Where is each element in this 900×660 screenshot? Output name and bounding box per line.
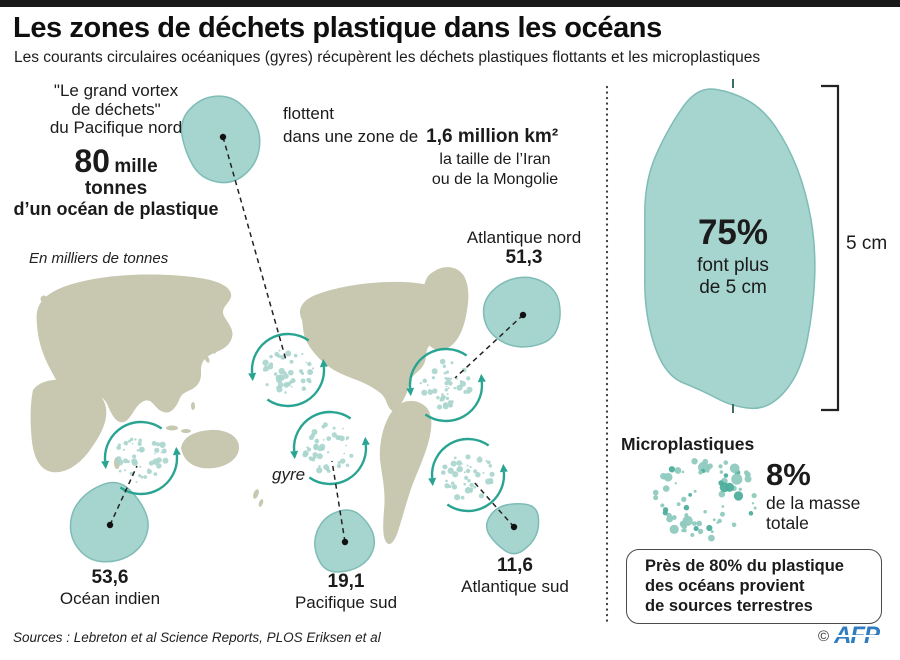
area-value: 1,6 million km² [426,125,559,147]
vortex-note: "Le grand vortex de déchets" du Pacifiqu… [8,81,224,220]
world-map-continents [30,267,469,545]
page-title: Les zones de déchets plastique dans les … [13,12,662,44]
sources-line: Sources : Lebreton et al Science Reports… [13,630,381,645]
area-row: dans une zone de 1,6 million km² [283,126,558,148]
callout-line3: de sources terrestres [645,596,813,615]
australia-landmass [181,429,240,469]
size-bracket [821,84,840,412]
size-pct: 75% [697,213,769,252]
zone-name: Atlantique sud [461,576,569,596]
size-line1: font plus [697,255,769,276]
north-america-landmass [299,281,452,412]
vortex-quote-line2: de déchets" [71,99,161,119]
uk-island [40,295,48,303]
vortex-value: 80 [74,142,110,179]
zone-label-pacifique-sud: 19,1 Pacifique sud [269,571,423,612]
japan-island-2 [204,355,210,363]
new-zealand-island-2 [258,499,264,507]
africa-landmass [30,379,107,473]
zone-name: Océan indien [59,588,161,608]
map-unit-note: En milliers de tonnes [29,250,169,267]
callout-line2: des océans provient [645,576,805,595]
zone-name: Atlantique nord [466,228,582,247]
indonesia-island-2 [181,429,191,433]
vortex-unit-line2: tonnes [84,177,148,199]
greenland-landmass [421,267,469,351]
area-line2: dans une zone de [283,126,419,146]
callout-box: Près de 80% du plastique des océans prov… [626,549,882,625]
zone-value: 11,6 [497,555,533,576]
vortex-desc: d’un océan de plastique [13,199,219,220]
gyre-label: gyre [272,465,306,484]
size-panel-label: 75% font plus de 5 cm [658,215,808,299]
size-line2: de 5 cm [699,277,767,299]
microplastics-stat: 8% de la masse totale [766,459,898,534]
microplastics-cluster-icon [652,458,757,542]
zone-label-atlantique-nord: Atlantique nord 51,3 [448,228,600,269]
zone-name: Pacifique sud [294,592,398,612]
copyright-symbol: © [818,627,830,645]
zone-value: 19,1 [327,571,365,592]
area-compare-line2: ou de la Mongolie [431,171,559,188]
area-comparison: la taille de l’Iran ou de la Mongolie [420,150,570,190]
vortex-quote-line3: du Pacifique nord [49,118,183,138]
eurasia-landmass [36,274,233,423]
afp-credit: © AFP [818,622,880,649]
area-line1: flottent [283,104,335,123]
area-note: flottent dans une zone de 1,6 million km… [283,104,558,148]
micro-line2: totale [766,512,809,533]
vortex-quote-line1: "Le grand vortex [53,81,179,100]
south-america-landmass [379,400,432,545]
zone-value: 53,6 [91,567,129,588]
philippines-island [191,402,195,410]
new-zealand-island [253,489,259,499]
zone-label-atlantique-sud: 11,6 Atlantique sud [438,555,592,596]
japan-island [209,344,217,354]
top-bar [0,0,900,7]
vortex-stat: 80 mille [8,145,224,177]
zone-label-ocean-indien: 53,6 Océan indien [34,567,186,608]
bracket-label: 5 cm [846,233,888,254]
afp-logo: AFP [834,622,880,649]
zone-value: 51,3 [505,247,543,269]
micro-line1: de la masse [766,493,861,513]
madagascar-island [114,457,120,469]
micro-pct: 8% [766,457,811,492]
indonesia-island [166,425,178,431]
microplastics-title: Microplastiques [621,434,755,454]
area-compare-line1: la taille de l’Iran [439,151,551,168]
callout-line1: Près de 80% du plastique [645,557,844,575]
vortex-unit: mille [114,155,158,177]
subtitle: Les courants circulaires océaniques (gyr… [14,49,761,66]
